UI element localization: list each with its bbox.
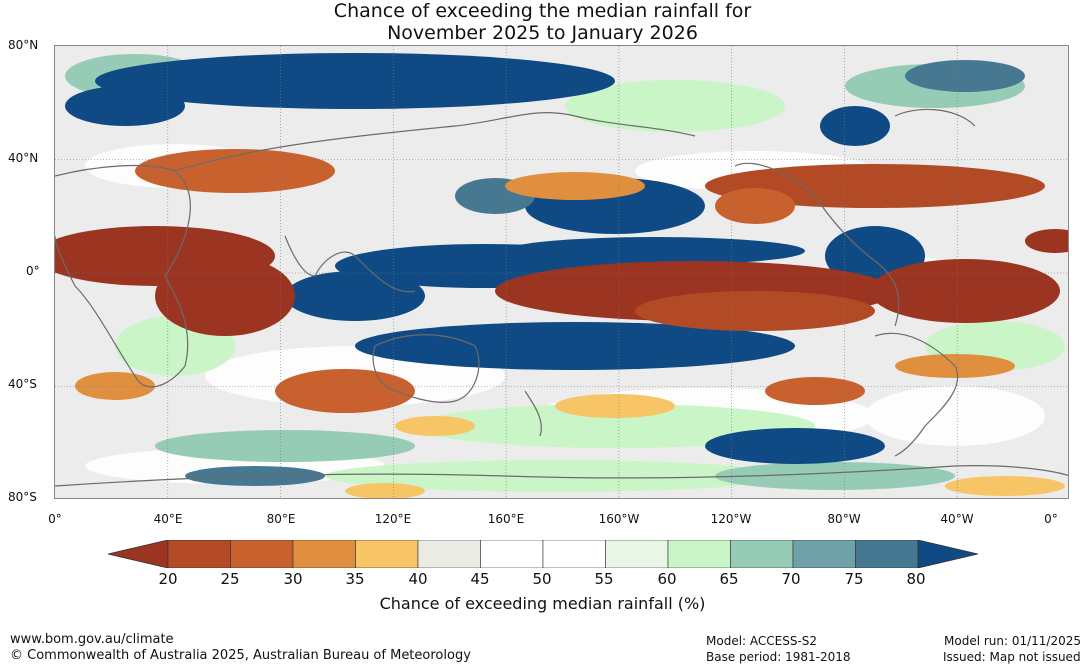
footer-website: www.bom.gov.au/climate — [10, 632, 174, 647]
wet-light-areas — [65, 54, 1065, 492]
legend-cell-10 — [730, 540, 794, 568]
lat-label-80n: 80°N — [8, 38, 39, 52]
legend-cell-6 — [480, 540, 544, 568]
legend-color-cells — [108, 540, 978, 568]
legend-cell-5 — [417, 540, 481, 568]
legend-cell-4 — [355, 540, 419, 568]
lon-label-80e: 80°E — [266, 512, 296, 526]
lon-label-120e: 120°E — [374, 512, 412, 526]
legend-tick-70: 70 — [781, 570, 801, 588]
legend-colorbar — [108, 540, 978, 568]
map-title-line1: Chance of exceeding the median rainfall … — [333, 0, 752, 22]
legend-cell-7 — [542, 540, 606, 568]
legend-cell-2 — [230, 540, 294, 568]
lon-label-160w: 160°W — [598, 512, 640, 526]
rainfall-map — [54, 45, 1069, 499]
legend-cell-above-80 — [917, 540, 978, 568]
legend-cell-3 — [292, 540, 356, 568]
footer-base-period: Base period: 1981-2018 — [706, 650, 851, 664]
lat-label-40n: 40°N — [8, 151, 39, 165]
lon-label-40e: 40°E — [153, 512, 183, 526]
lon-label-80w: 80°W — [827, 512, 861, 526]
legend-cell-9 — [667, 540, 731, 568]
legend-tick-75: 75 — [844, 570, 864, 588]
legend-tick-25: 25 — [220, 570, 240, 588]
legend-tick-35: 35 — [345, 570, 365, 588]
legend-cell-1 — [167, 540, 231, 568]
legend-tick-80: 80 — [906, 570, 926, 588]
legend-tick-60: 60 — [657, 570, 677, 588]
legend-cell-below-20 — [108, 540, 169, 568]
legend-cell-11 — [792, 540, 856, 568]
graticule — [55, 46, 1068, 498]
lat-label-40s: 40°S — [8, 377, 37, 391]
legend-tick-20: 20 — [158, 570, 178, 588]
dry-areas — [55, 149, 1068, 498]
footer-issued: Issued: Map not issued — [943, 650, 1081, 664]
map-title: Chance of exceeding the median rainfall … — [0, 0, 1085, 44]
footer-model: Model: ACCESS-S2 — [706, 634, 818, 648]
footer-copyright: © Commonwealth of Australia 2025, Austra… — [10, 648, 471, 663]
coastlines — [55, 108, 1068, 487]
legend-tick-45: 45 — [470, 570, 490, 588]
legend-cell-12 — [855, 540, 919, 568]
lat-label-80s: 80°S — [8, 490, 37, 504]
legend-tick-40: 40 — [408, 570, 428, 588]
legend-tick-30: 30 — [283, 570, 303, 588]
lon-label-0-west-edge: 0° — [48, 512, 62, 526]
lat-label-equator: 0° — [26, 264, 40, 278]
map-title-line2: November 2025 to January 2026 — [387, 22, 698, 44]
legend-tick-55: 55 — [594, 570, 614, 588]
rainfall-map-canvas — [55, 46, 1068, 498]
lon-label-40w: 40°W — [940, 512, 974, 526]
legend-title: Chance of exceeding median rainfall (%) — [379, 594, 706, 613]
footer-model-run: Model run: 01/11/2025 — [944, 634, 1082, 648]
lon-label-160e: 160°E — [487, 512, 525, 526]
legend-tick-50: 50 — [532, 570, 552, 588]
legend-cell-8 — [605, 540, 669, 568]
legend-tick-65: 65 — [719, 570, 739, 588]
lon-label-120w: 120°W — [710, 512, 752, 526]
lon-label-0-east-edge: 0° — [1044, 512, 1058, 526]
